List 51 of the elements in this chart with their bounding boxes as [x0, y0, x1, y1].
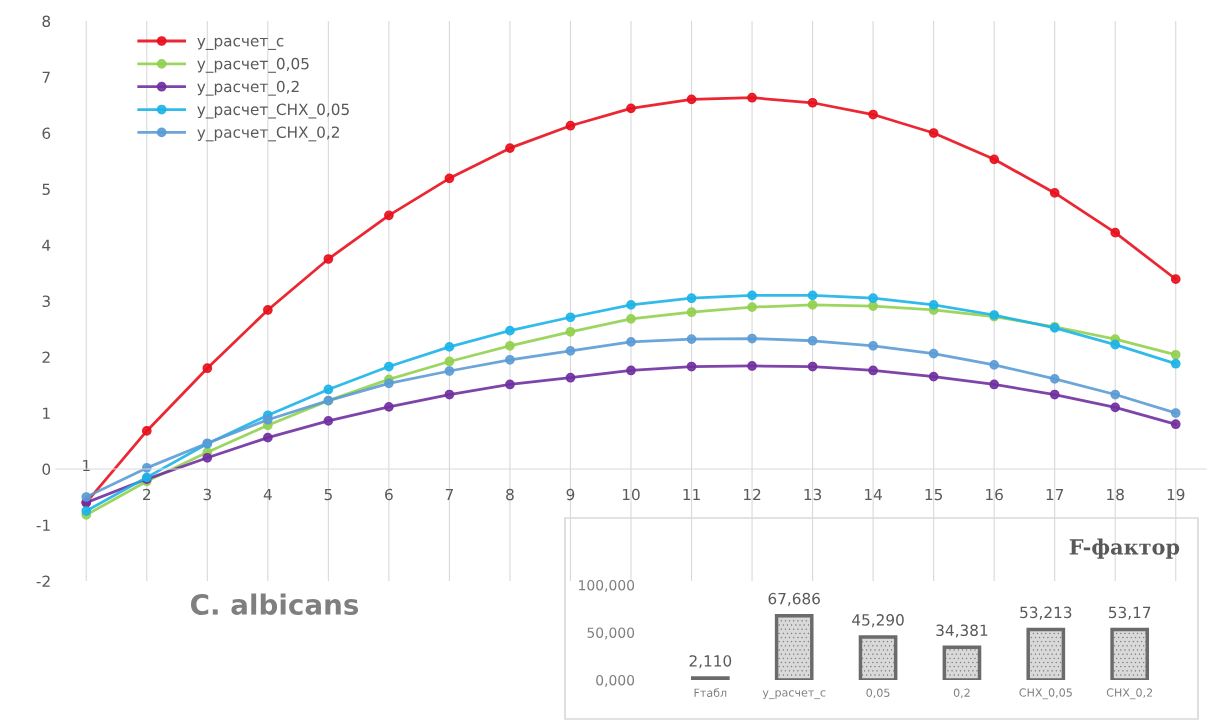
x-tick-label: 4: [263, 488, 272, 501]
legend-label: y_расчет_CHX_0,2: [197, 126, 339, 142]
data-label: 53,213: [1020, 606, 1072, 620]
y-tick-label: -1: [36, 519, 50, 531]
x-tick-label: CHX_0,05: [1019, 688, 1072, 700]
x-tick-label: 6: [385, 488, 393, 501]
x-tick-label: Fтабл: [694, 688, 727, 697]
legend-label: y_расчет_0,2: [197, 80, 299, 96]
x-tick-label: 5: [324, 488, 332, 501]
y-tick-label: 0: [42, 463, 51, 476]
y-tick-label: 1: [43, 407, 50, 419]
legend-label: y_расчет_c: [197, 37, 284, 50]
y-tick-label: 7: [42, 71, 50, 83]
x-tick-label: y_расчет_c: [762, 690, 826, 700]
x-tick-label: 14: [865, 488, 882, 501]
x-tick-label: 19: [1167, 488, 1185, 501]
x-tick-label: 2: [143, 488, 151, 501]
data-label: 53,17: [1108, 606, 1151, 620]
x-tick-label: 0,05: [866, 688, 890, 699]
y-tick-label: 5: [42, 183, 50, 196]
x-tick-label: 17: [1046, 488, 1064, 501]
x-tick-label: 9: [566, 488, 575, 501]
data-label: 45,290: [852, 614, 904, 628]
x-tick-label: 0,2: [953, 688, 970, 699]
x-tick-label: 11: [683, 488, 700, 501]
x-tick-label: 12: [744, 488, 761, 501]
y-tick-label: 0,000: [596, 674, 635, 687]
y-tick-label: 100,000: [579, 579, 635, 592]
y-tick-label: 3: [42, 295, 50, 308]
text: C. albicans: [190, 593, 359, 615]
data-label: 34,381: [936, 624, 988, 638]
y-tick-label: -2: [36, 575, 50, 587]
x-tick-label: 18: [1107, 488, 1124, 501]
chart-title: F-фактор: [1069, 538, 1180, 559]
x-tick-label: CHX_0,2: [1106, 688, 1153, 700]
legend-label: y_расчет_0,05: [197, 57, 309, 73]
y-tick-label: 6: [42, 127, 51, 140]
y-tick-label: 50,000: [587, 627, 635, 640]
x-tick-label: 16: [986, 488, 1003, 501]
legend-label: y_расчет_CHX_0,05: [197, 103, 349, 119]
x-tick-label: 7: [445, 488, 453, 501]
y-tick-label: 8: [42, 15, 51, 28]
x-tick-label: 13: [804, 488, 822, 501]
x-tick-label: 15: [925, 488, 943, 501]
x-tick-label: 3: [203, 488, 211, 501]
data-label: 2,110: [689, 655, 732, 669]
x-tick-label: 8: [506, 488, 514, 501]
x-tick-label: 10: [622, 488, 640, 501]
data-label: 67,686: [768, 592, 820, 606]
y-tick-label: 2: [42, 351, 50, 363]
y-tick-label: 4: [42, 239, 51, 251]
